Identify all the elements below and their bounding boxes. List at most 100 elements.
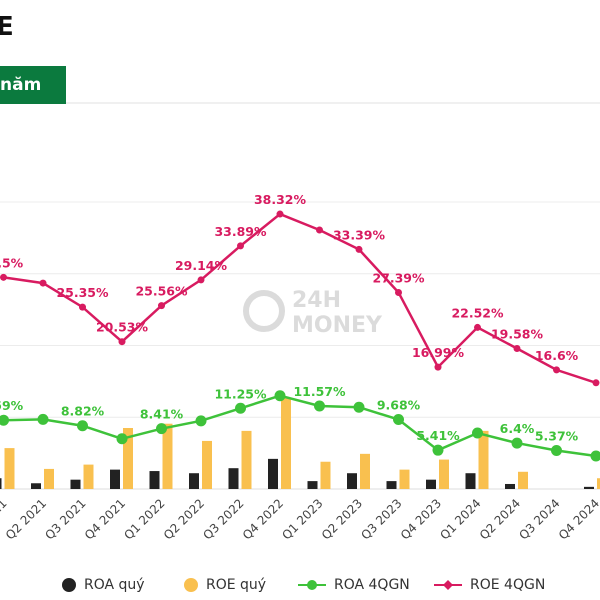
roa-4qgn-data-label: 9.59% xyxy=(0,398,24,413)
roa-4qgn-point xyxy=(195,415,207,427)
roe-4qgn-data-label: 27.39% xyxy=(372,270,425,285)
roe-4qgn-data-label: 38.32% xyxy=(254,192,307,207)
roe-quy-bar xyxy=(399,469,410,489)
roe-4qgn-data-label: 33.89% xyxy=(214,224,267,239)
roe-4qgn-data-label: 29.5% xyxy=(0,255,24,270)
roa-quy-bar xyxy=(268,458,278,489)
roa-4qgn-point xyxy=(314,400,325,412)
x-tick-label: Q2 2024 xyxy=(477,496,523,542)
roe-4qgn-point xyxy=(474,323,481,331)
roe-4qgn-data-label: 22.52% xyxy=(451,305,504,320)
roa-quy-bar xyxy=(31,483,41,489)
roa-4qgn-data-label: 9.68% xyxy=(377,398,421,413)
roa-quy-bar xyxy=(505,483,515,489)
x-tick-label: Q2 2022 xyxy=(161,496,207,542)
roa-quy-bar xyxy=(228,468,239,489)
roe-4qgn-point xyxy=(39,279,47,287)
roe-4qgn-point xyxy=(197,276,205,284)
grid xyxy=(0,201,600,490)
roe-quy-bar xyxy=(597,478,600,489)
page-title: E xyxy=(0,12,14,42)
legend-label: ROE quý xyxy=(206,577,267,593)
x-tick-label: Q1 2022 xyxy=(121,496,167,542)
roe-quy-bar xyxy=(518,471,528,489)
legend-line-marker-icon xyxy=(434,580,462,590)
period-year-button[interactable]: năm xyxy=(0,66,66,104)
roa-4qgn-point xyxy=(274,390,286,402)
roa-4qgn-data-label: 6.4% xyxy=(500,421,535,436)
roa-quy-bar xyxy=(584,486,594,489)
legend-roe-quy[interactable]: ROE quý xyxy=(184,577,266,593)
roa-4qgn-point xyxy=(156,423,167,435)
roe-4qgn-data-label: 16.99% xyxy=(412,345,465,360)
roa-quy-bar xyxy=(386,481,397,489)
roe-4qgn-point xyxy=(513,345,521,353)
roe-quy-bar xyxy=(83,464,94,489)
roe-4qgn-point xyxy=(237,242,244,250)
roe-4qgn-point xyxy=(355,245,363,253)
roe-4qgn-data-label: 20.53% xyxy=(96,320,149,335)
roa-4qgn-point xyxy=(472,427,483,439)
roe-4qgn-point xyxy=(316,226,323,234)
roe-4qgn-line xyxy=(3,212,597,384)
watermark-line1: 24H xyxy=(292,288,341,313)
roe-4qgn-point xyxy=(553,366,560,374)
roa-4qgn-data-label: 8.41% xyxy=(140,407,184,422)
roe-4qgn-data-label: 33.39% xyxy=(333,227,386,242)
watermark-line2: MONEY xyxy=(292,313,383,338)
roa-quy-bar xyxy=(307,481,318,489)
roe-quy-bar xyxy=(320,461,331,489)
roa-4qgn-point xyxy=(432,444,444,456)
roe-4qgn-point xyxy=(158,302,165,310)
roe-quy-bar xyxy=(241,430,252,489)
roe-quy-bar xyxy=(162,423,173,489)
legend-roa-4qgn[interactable]: ROA 4QGN xyxy=(298,577,410,593)
roe-4qgn-data-label: 29.14% xyxy=(175,258,228,273)
roa-quy-bar xyxy=(110,469,120,489)
roe-quy-bar xyxy=(123,428,133,489)
x-tick-label: Q2 2023 xyxy=(319,496,365,542)
roe-4qgn-data-label: 16.6% xyxy=(535,348,579,363)
legend-roa-quy[interactable]: ROA quý xyxy=(62,577,145,593)
roe-4qgn-point xyxy=(395,288,402,296)
x-tick-label: Q4 2023 xyxy=(398,496,444,542)
roa-quy-bar xyxy=(426,479,436,489)
roe-quy-bar xyxy=(360,453,370,489)
roe-4qgn-point xyxy=(0,273,7,281)
roa-4qgn-data-label: 11.25% xyxy=(214,386,267,401)
legend-label: ROE 4QGN xyxy=(470,577,546,593)
roa-4qgn-point xyxy=(235,402,246,414)
roe-quy-bar xyxy=(202,440,212,489)
legend-roe-4qgn[interactable]: ROE 4QGN xyxy=(434,577,545,593)
roe-quy-bar xyxy=(44,468,54,489)
x-tick-label: Q3 2022 xyxy=(200,496,246,542)
roa-4qgn-point xyxy=(116,433,128,445)
watermark-logo-icon xyxy=(243,290,285,332)
x-tick-label: Q3 2024 xyxy=(516,496,562,542)
roe-4qgn-data-label: 25.35% xyxy=(56,285,109,300)
roe-quy-bar xyxy=(439,459,449,489)
x-tick-label: Q1 2024 xyxy=(437,496,483,542)
roe-4qgn-point xyxy=(79,303,86,311)
roe-4qgn-point xyxy=(118,338,126,346)
roa-4qgn-data-label: 5.41% xyxy=(416,428,460,443)
watermark: 24H MONEY xyxy=(243,288,383,338)
roe-4qgn-data-label: 19.58% xyxy=(491,327,544,342)
roe-4qgn-point xyxy=(592,379,600,387)
roa-4qgn-line xyxy=(3,394,597,458)
roa-quy-bar xyxy=(149,471,160,489)
roa-quy-bar xyxy=(0,478,2,489)
roa-4qgn-data-label: 8.82% xyxy=(61,404,105,419)
legend-marker-icon xyxy=(62,578,76,592)
roa-4qgn-data-label: 11.57% xyxy=(293,384,346,399)
roa-roe-chart: 24H MONEY 9.59% 8.82% 8.41% 11.25% 11.57% 9.6… xyxy=(0,192,600,542)
roe-quy-bar xyxy=(281,397,291,489)
roa-4qgn-point xyxy=(0,414,9,426)
tab-bar-divider xyxy=(66,102,600,104)
roe-quy-bar xyxy=(478,430,489,489)
legend-label: ROA quý xyxy=(84,577,145,593)
roa-quy-bar xyxy=(189,473,199,489)
legend-label: ROA 4QGN xyxy=(334,577,410,593)
x-tick-label: Q4 2022 xyxy=(240,496,286,542)
legend-line-marker-icon xyxy=(298,580,326,590)
